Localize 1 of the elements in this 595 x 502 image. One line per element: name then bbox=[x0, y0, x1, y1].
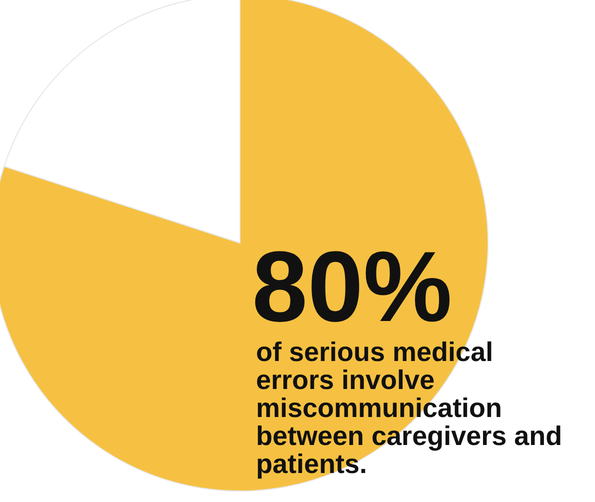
data-label: 80% bbox=[252, 231, 452, 343]
